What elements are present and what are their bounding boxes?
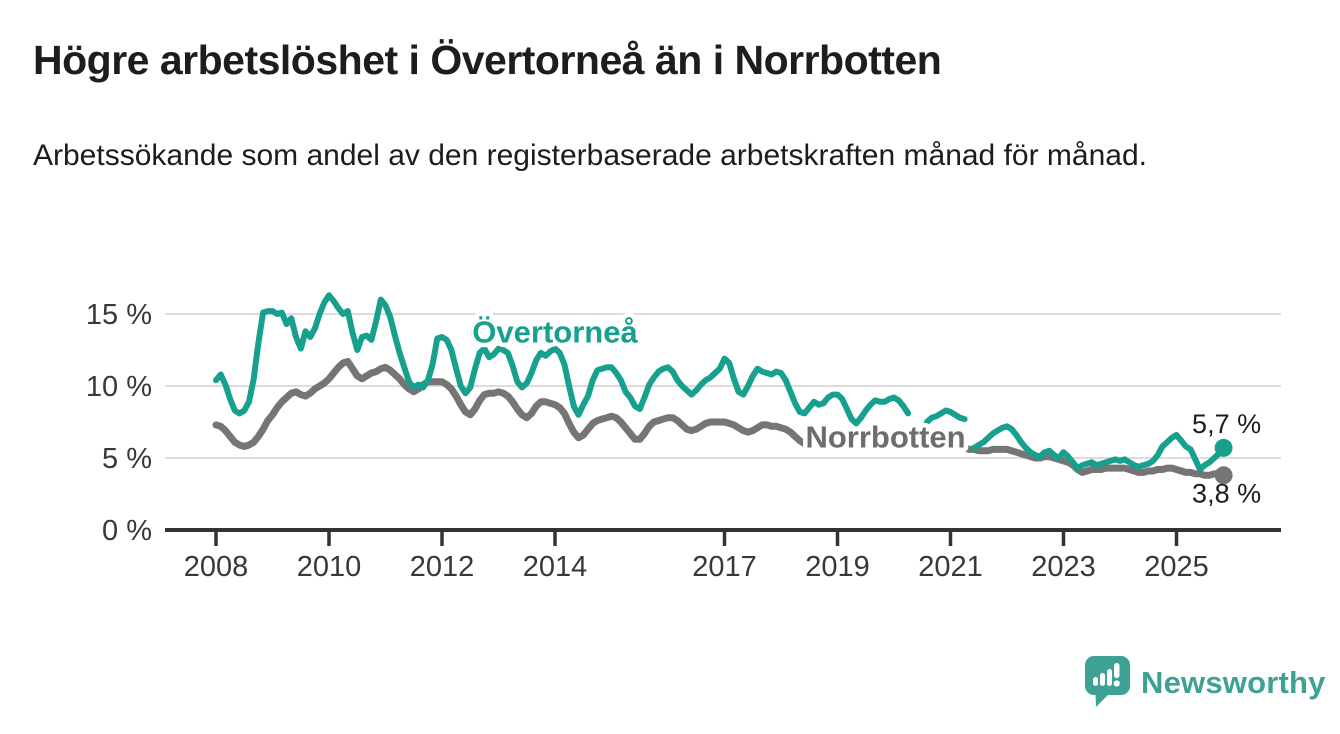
- x-axis-label-2012: 2012: [410, 551, 475, 583]
- series-label-overtornea: Övertorneå: [472, 314, 638, 349]
- series-line-overtornea-seg2: [924, 407, 968, 425]
- series-label-norrbotten: Norrbotten: [805, 419, 965, 454]
- exclamation-glyph: [1113, 663, 1120, 687]
- x-axis-label-2008: 2008: [184, 551, 249, 583]
- y-axis-label-10: 10 %: [86, 371, 152, 403]
- newsworthy-logo: Newsworthy: [1084, 653, 1326, 709]
- y-axis-label-15: 15 %: [86, 299, 152, 331]
- page-subtitle: Arbetssökande som andel av den registerb…: [33, 139, 1147, 172]
- series-line-overtornea-seg1: [213, 292, 912, 427]
- newsworthy-logo-icon: [1085, 656, 1130, 707]
- x-axis-label-2010: 2010: [297, 551, 362, 583]
- x-axis-label-2019: 2019: [805, 551, 870, 583]
- x-axis-label-2014: 2014: [523, 551, 588, 583]
- x-axis-label-2017: 2017: [692, 551, 757, 583]
- y-axis-label-5: 5 %: [102, 443, 152, 475]
- newsworthy-logo-text: Newsworthy: [1141, 664, 1326, 700]
- series-line-overtornea-seg3: [971, 423, 1227, 473]
- y-axis-label-0: 0 %: [102, 515, 152, 547]
- series-end-dot-overtornea: [1214, 438, 1233, 457]
- x-axis-label-2025: 2025: [1144, 551, 1209, 583]
- bar-chart-glyph: [1093, 669, 1112, 686]
- page-title: Högre arbetslöshet i Övertorneå än i Nor…: [33, 37, 942, 83]
- x-axis-label-2021: 2021: [918, 551, 983, 583]
- end-value-label-overtornea: 5,7 %: [1192, 409, 1261, 439]
- end-value-label-norrbotten: 3,8 %: [1192, 478, 1261, 508]
- series-end-dot-norrbotten: [1214, 466, 1233, 485]
- x-axis-label-2023: 2023: [1031, 551, 1096, 583]
